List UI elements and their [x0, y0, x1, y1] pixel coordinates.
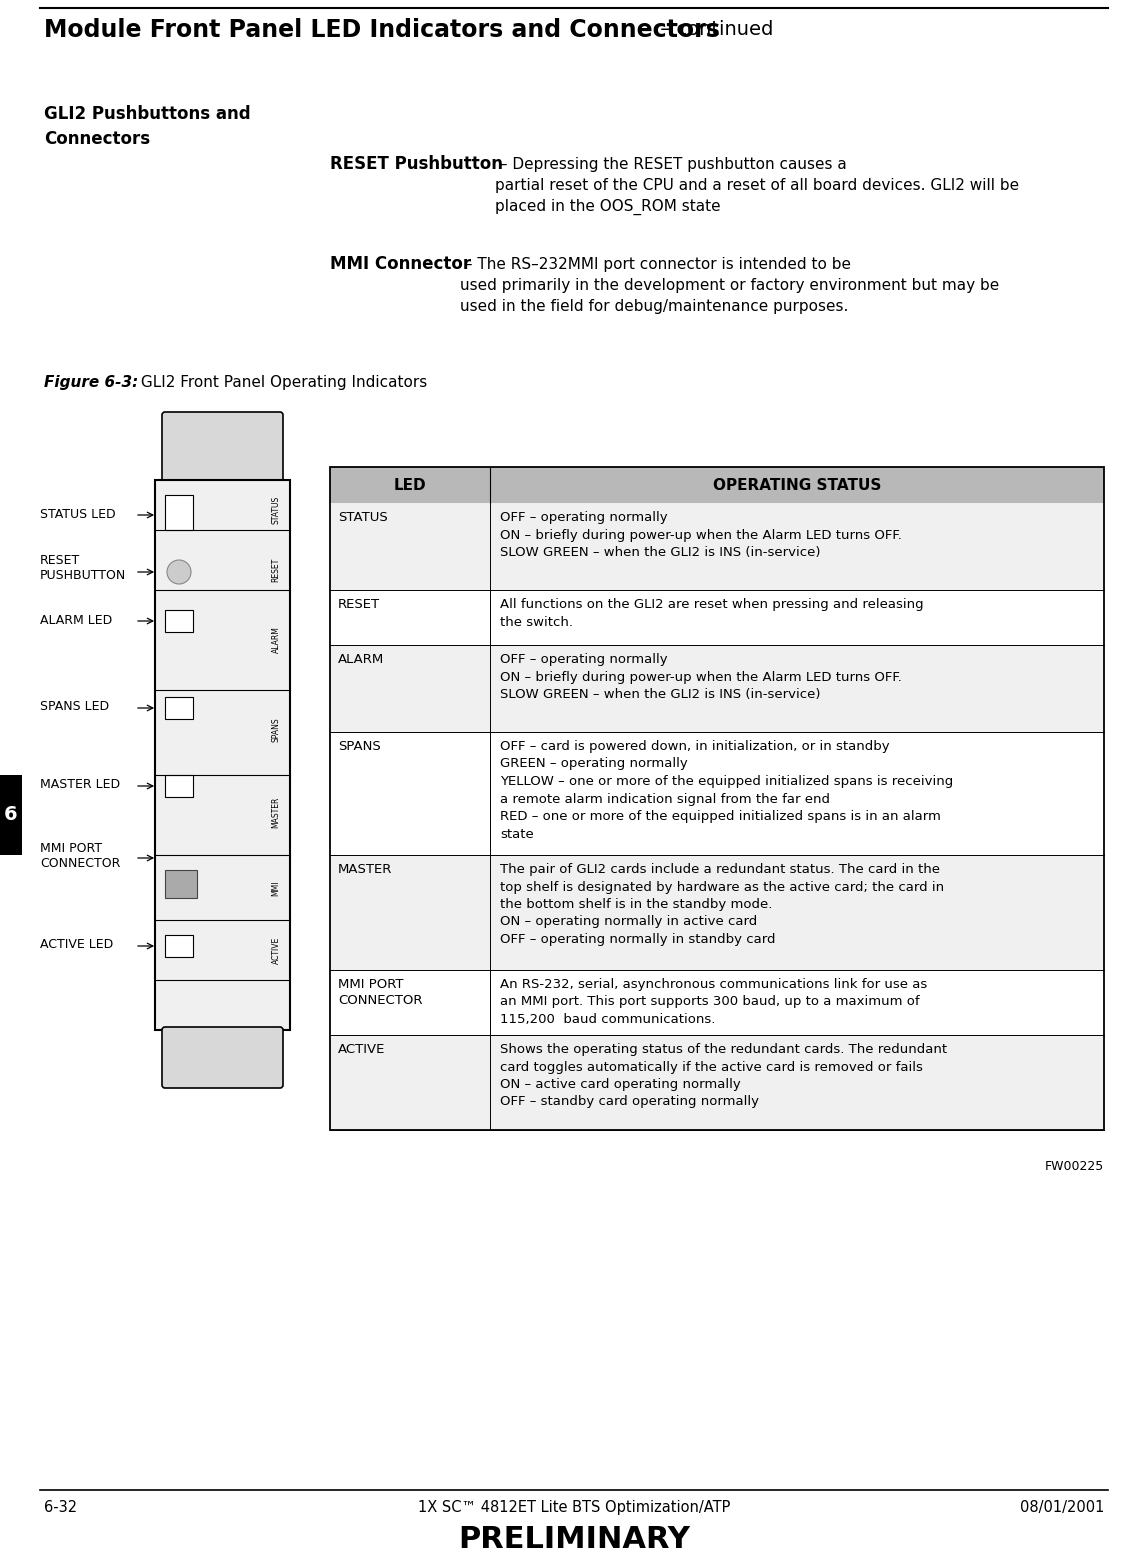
Text: RESET: RESET — [338, 598, 380, 610]
Text: SPANS: SPANS — [338, 740, 381, 753]
Text: STATUS LED: STATUS LED — [40, 509, 116, 521]
Text: An RS-232, serial, asynchronous communications link for use as
an MMI port. This: An RS-232, serial, asynchronous communic… — [501, 978, 928, 1027]
Text: ALARM: ALARM — [338, 653, 385, 667]
Text: LED: LED — [394, 477, 426, 493]
Text: ALARM: ALARM — [271, 626, 280, 654]
Bar — [165, 775, 193, 797]
Bar — [329, 645, 1104, 732]
Text: PRELIMINARY: PRELIMINARY — [458, 1524, 690, 1554]
Text: The pair of GLI2 cards include a redundant status. The card in the
top shelf is : The pair of GLI2 cards include a redunda… — [501, 862, 944, 945]
Text: ACTIVE: ACTIVE — [271, 936, 280, 964]
Text: All functions on the GLI2 are reset when pressing and releasing
the switch.: All functions on the GLI2 are reset when… — [501, 598, 924, 629]
Text: OPERATING STATUS: OPERATING STATUS — [713, 477, 882, 493]
Bar — [165, 610, 193, 632]
FancyBboxPatch shape — [162, 1027, 284, 1088]
Text: MMI Connector: MMI Connector — [329, 255, 471, 272]
Text: ALARM LED: ALARM LED — [40, 613, 113, 626]
Text: STATUS: STATUS — [271, 496, 280, 524]
Text: – Depressing the RESET pushbutton causes a
partial reset of the CPU and a reset : – Depressing the RESET pushbutton causes… — [495, 156, 1019, 216]
Text: Connectors: Connectors — [44, 130, 150, 149]
Text: Shows the operating status of the redundant cards. The redundant
card toggles au: Shows the operating status of the redund… — [501, 1042, 947, 1108]
Text: 6-32: 6-32 — [44, 1499, 77, 1515]
Text: Module Front Panel LED Indicators and Connectors: Module Front Panel LED Indicators and Co… — [44, 19, 720, 42]
Text: OFF – operating normally
ON – briefly during power-up when the Alarm LED turns O: OFF – operating normally ON – briefly du… — [501, 512, 902, 559]
Bar — [0, 775, 22, 854]
Circle shape — [166, 560, 191, 584]
Text: STATUS: STATUS — [338, 512, 388, 524]
Text: MMI PORT
CONNECTOR: MMI PORT CONNECTOR — [338, 978, 422, 1006]
Bar — [165, 934, 193, 958]
Bar — [329, 854, 1104, 970]
Text: RESET: RESET — [271, 557, 280, 582]
Bar — [329, 590, 1104, 645]
Text: ACTIVE: ACTIVE — [338, 1042, 386, 1056]
Text: 08/01/2001: 08/01/2001 — [1019, 1499, 1104, 1515]
Bar — [329, 732, 1104, 854]
Bar — [165, 495, 193, 531]
Text: SPANS LED: SPANS LED — [40, 700, 109, 712]
Text: GLI2 Pushbuttons and: GLI2 Pushbuttons and — [44, 105, 250, 124]
Text: GLI2 Front Panel Operating Indicators: GLI2 Front Panel Operating Indicators — [135, 376, 427, 390]
Text: 1X SC™ 4812ET Lite BTS Optimization/ATP: 1X SC™ 4812ET Lite BTS Optimization/ATP — [418, 1499, 730, 1515]
Bar — [329, 970, 1104, 1034]
Bar — [155, 480, 290, 1030]
FancyBboxPatch shape — [162, 412, 284, 484]
Bar — [165, 870, 197, 898]
Bar — [165, 696, 193, 718]
Text: MASTER: MASTER — [338, 862, 393, 876]
Text: 6: 6 — [5, 806, 18, 825]
Text: SPANS: SPANS — [271, 718, 280, 742]
Text: MASTER: MASTER — [271, 797, 280, 828]
Text: MASTER LED: MASTER LED — [40, 778, 121, 790]
Text: FW00225: FW00225 — [1045, 1160, 1104, 1174]
Text: – continued: – continued — [654, 20, 774, 39]
Bar — [329, 502, 1104, 590]
Text: MMI PORT
CONNECTOR: MMI PORT CONNECTOR — [40, 842, 121, 870]
Text: OFF – operating normally
ON – briefly during power-up when the Alarm LED turns O: OFF – operating normally ON – briefly du… — [501, 653, 902, 701]
Text: MMI: MMI — [271, 880, 280, 895]
Text: Figure 6-3:: Figure 6-3: — [44, 376, 138, 390]
Text: RESET
PUSHBUTTON: RESET PUSHBUTTON — [40, 554, 126, 582]
Text: ACTIVE LED: ACTIVE LED — [40, 937, 114, 950]
Text: RESET Pushbutton: RESET Pushbutton — [329, 155, 503, 174]
Bar — [329, 466, 1104, 1130]
Text: – The RS–232MMI port connector is intended to be
used primarily in the developme: – The RS–232MMI port connector is intend… — [460, 257, 999, 315]
Bar — [329, 1034, 1104, 1130]
Bar — [329, 466, 1104, 502]
Text: OFF – card is powered down, in initialization, or in standby
GREEN – operating n: OFF – card is powered down, in initializ… — [501, 740, 953, 840]
